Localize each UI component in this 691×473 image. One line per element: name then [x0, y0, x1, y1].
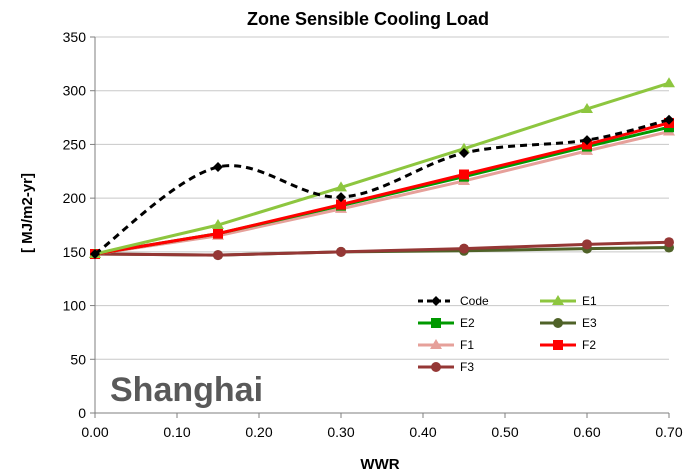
x-tick-label: 0.00 — [81, 424, 108, 440]
data-point-code — [664, 114, 674, 125]
data-point-e1 — [581, 102, 593, 113]
data-point-code — [90, 249, 100, 260]
legend-label-f1: F1 — [460, 338, 474, 352]
data-point-f3 — [459, 243, 469, 254]
data-point-f3 — [664, 237, 674, 248]
axes — [90, 36, 670, 418]
data-point-code — [459, 148, 469, 159]
legend: Code E1 E2 E3 F1 F2 F3 — [418, 294, 597, 374]
series-e1 — [89, 77, 675, 259]
y-tick-labels: 0 50 100 150 200 250 300 350 — [63, 29, 87, 421]
legend-label-e1: E1 — [582, 294, 597, 308]
y-tick-label: 150 — [63, 244, 87, 260]
y-axis-label: [ MJ/m2-yr] — [19, 173, 36, 253]
x-tick-label: 0.70 — [655, 424, 682, 440]
y-tick-label: 200 — [63, 190, 87, 206]
y-tick-label: 0 — [78, 405, 86, 421]
legend-marker-e1 — [552, 295, 564, 305]
y-tick-label: 50 — [70, 351, 86, 367]
x-tick-label: 0.50 — [491, 424, 518, 440]
legend-label-f3: F3 — [460, 360, 474, 374]
legend-marker-e2 — [431, 318, 441, 328]
data-point-f3 — [582, 239, 592, 250]
data-point-code — [336, 192, 346, 203]
series-line-f2 — [94, 121, 670, 256]
data-point-e1 — [335, 181, 347, 192]
x-tick-label: 0.60 — [573, 424, 600, 440]
x-tick-label: 0.10 — [163, 424, 190, 440]
city-annotation: Shanghai — [110, 371, 263, 409]
x-axis-label: WWR — [360, 456, 399, 473]
legend-marker-code — [431, 296, 441, 306]
x-tick-label: 0.40 — [409, 424, 436, 440]
chart-title: Zone Sensible Cooling Load — [247, 9, 489, 29]
x-tick-label: 0.20 — [245, 424, 272, 440]
data-point-e1 — [212, 219, 224, 229]
data-point-f2 — [213, 228, 223, 239]
legend-marker-f2 — [553, 340, 563, 350]
series-line-f3 — [94, 240, 670, 257]
data-point-f2 — [336, 199, 346, 210]
legend-item-f2: F2 — [540, 338, 596, 352]
y-tick-label: 250 — [63, 136, 87, 152]
y-tick-label: 300 — [63, 83, 87, 99]
data-point-code — [582, 135, 592, 146]
legend-item-e1: E1 — [540, 294, 597, 308]
series-line-code — [94, 118, 670, 256]
data-point-e1 — [458, 142, 470, 153]
legend-label-f2: F2 — [582, 338, 596, 352]
data-point-f2 — [459, 169, 469, 180]
x-tick-label: 0.30 — [327, 424, 354, 440]
data-point-f3 — [213, 250, 223, 261]
x-tick-labels: 0.00 0.10 0.20 0.30 0.40 0.50 0.60 0.70 — [81, 424, 682, 440]
series-line-e1 — [94, 81, 670, 256]
data-point-code — [213, 161, 223, 172]
legend-item-code: Code — [418, 294, 489, 308]
series-code — [90, 114, 674, 260]
series-line-f1 — [94, 130, 670, 256]
legend-label-e3: E3 — [582, 316, 597, 330]
series-layer — [89, 77, 675, 261]
legend-item-e3: E3 — [540, 316, 597, 330]
data-point-e1 — [663, 77, 675, 88]
legend-marker-e3 — [553, 318, 563, 328]
legend-item-f3: F3 — [418, 360, 474, 374]
legend-item-e2: E2 — [418, 316, 475, 330]
legend-item-f1: F1 — [418, 338, 474, 352]
y-tick-label: 350 — [63, 29, 87, 45]
legend-label-e2: E2 — [460, 316, 475, 330]
y-tick-label: 100 — [63, 298, 87, 314]
data-point-f3 — [336, 246, 346, 257]
legend-marker-f3 — [431, 362, 441, 372]
legend-label-code: Code — [460, 294, 489, 308]
legend-marker-f1 — [430, 339, 442, 349]
